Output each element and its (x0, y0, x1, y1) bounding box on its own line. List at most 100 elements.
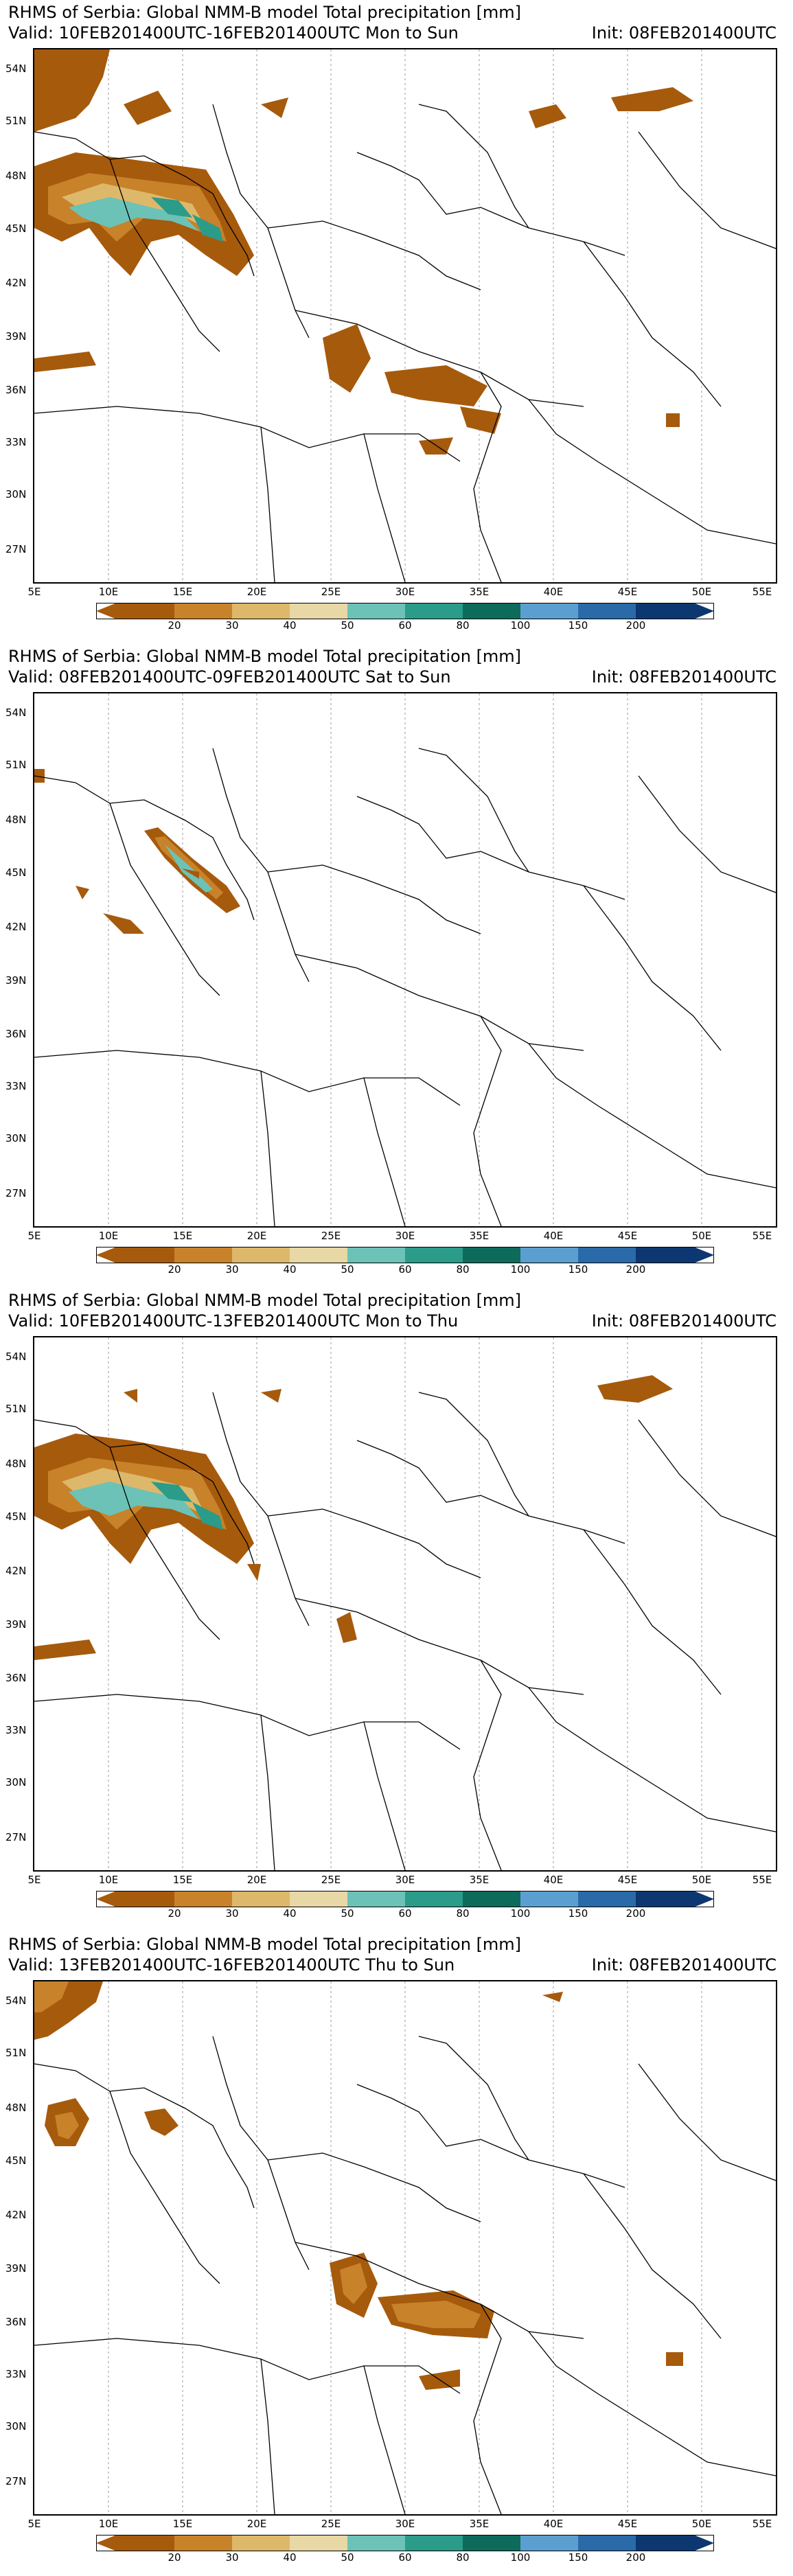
lon-label: 10E (98, 2518, 119, 2530)
lon-label: 15E (172, 1230, 193, 1242)
precip-map (33, 1980, 777, 2516)
lat-label: 45N (5, 222, 27, 235)
grid-lines (108, 1981, 702, 2514)
lat-label: 51N (5, 115, 27, 127)
valid-period: Valid: 10FEB201400UTC-13FEB201400UTC Mon… (8, 1311, 459, 1331)
precip-fields (34, 49, 693, 455)
lon-label: 25E (321, 1230, 341, 1242)
colorbar: 20 30 40 50 60 80 100 150 200 (96, 603, 714, 632)
lat-label: 33N (5, 1724, 27, 1736)
colorbar-label: 80 (456, 1263, 470, 1276)
lat-label: 33N (5, 2368, 27, 2380)
lon-label: 20E (246, 1874, 267, 1886)
colorbar-label: 50 (341, 1263, 354, 1276)
precip-map (33, 692, 777, 1228)
lon-label: 50E (691, 1230, 712, 1242)
map-canvas (34, 693, 776, 1226)
panel-title: RHMS of Serbia: Global NMM-B model Total… (8, 1291, 522, 1310)
colorbar: 20 30 40 50 60 80 100 150 200 (96, 1891, 714, 1920)
colorbar-label: 30 (225, 619, 239, 632)
lat-label: 39N (5, 2262, 27, 2275)
colorbar-label: 80 (456, 619, 470, 632)
lat-label: 42N (5, 2209, 27, 2221)
lon-label: 35E (469, 586, 490, 598)
lat-label: 27N (5, 1831, 27, 1843)
country-borders (34, 1392, 776, 1870)
lat-label: 39N (5, 974, 27, 987)
panel-title: RHMS of Serbia: Global NMM-B model Total… (8, 1935, 522, 1954)
lat-label: 48N (5, 814, 27, 826)
lon-label: 15E (172, 1874, 193, 1886)
lon-label: 50E (691, 2518, 712, 2530)
init-time: Init: 08FEB201400UTC (591, 667, 777, 687)
lon-label: 30E (395, 1230, 415, 1242)
colorbar-label: 200 (625, 2551, 646, 2564)
lat-label: 48N (5, 2102, 27, 2114)
lon-label: 20E (246, 2518, 267, 2530)
lon-label: 40E (543, 586, 564, 598)
valid-period: Valid: 10FEB201400UTC-16FEB201400UTC Mon… (8, 23, 459, 43)
colorbar-label: 30 (225, 1263, 239, 1276)
colorbar-scale (96, 2535, 714, 2551)
colorbar-label: 40 (283, 619, 297, 632)
precip-panel-2: RHMS of Serbia: Global NMM-B model Total… (0, 644, 793, 1288)
map-canvas (34, 1337, 776, 1870)
colorbar-label: 200 (625, 1907, 646, 1920)
map-canvas (34, 49, 776, 582)
lat-label: 30N (5, 1776, 27, 1789)
colorbar-label: 40 (283, 1907, 297, 1920)
colorbar-label: 100 (510, 2551, 531, 2564)
lat-label: 54N (5, 1994, 27, 2007)
colorbar-label: 150 (568, 1263, 588, 1276)
lat-label: 36N (5, 384, 27, 396)
lon-label: 35E (469, 1230, 490, 1242)
grid-lines (108, 1337, 702, 1870)
lat-label: 27N (5, 2475, 27, 2487)
grid-lines (108, 49, 702, 582)
lon-label: 40E (543, 2518, 564, 2530)
colorbar-label: 150 (568, 1907, 588, 1920)
colorbar-scale (96, 1247, 714, 1263)
colorbar-label: 100 (510, 1907, 531, 1920)
init-time: Init: 08FEB201400UTC (591, 1955, 777, 1975)
lon-label: 55E (752, 1874, 772, 1886)
colorbar-label: 50 (341, 1907, 354, 1920)
lon-label: 10E (98, 586, 119, 598)
valid-period: Valid: 13FEB201400UTC-16FEB201400UTC Thu… (8, 1955, 455, 1975)
lat-label: 30N (5, 488, 27, 501)
lon-label: 45E (617, 2518, 638, 2530)
lat-label: 51N (5, 2047, 27, 2059)
panel-title: RHMS of Serbia: Global NMM-B model Total… (8, 3, 522, 22)
lon-label: 50E (691, 1874, 712, 1886)
lon-label: 30E (395, 2518, 415, 2530)
colorbar-label: 150 (568, 2551, 588, 2564)
lat-label: 54N (5, 62, 27, 75)
precip-fields (34, 769, 240, 934)
lon-label: 50E (691, 586, 712, 598)
colorbar-label: 30 (225, 1907, 239, 1920)
lon-label: 40E (543, 1230, 564, 1242)
lat-label: 36N (5, 1028, 27, 1040)
colorbar-label: 60 (398, 1907, 412, 1920)
colorbar-label: 20 (168, 619, 181, 632)
lon-label: 45E (617, 1230, 638, 1242)
lat-label: 33N (5, 436, 27, 448)
precip-map (33, 48, 777, 584)
lon-label: 35E (469, 1874, 490, 1886)
precip-panel-1: RHMS of Serbia: Global NMM-B model Total… (0, 0, 793, 644)
lon-label: 30E (395, 586, 415, 598)
lat-label: 36N (5, 1672, 27, 1684)
precip-fields (34, 1981, 683, 2390)
colorbar-label: 50 (341, 619, 354, 632)
lon-label: 55E (752, 1230, 772, 1242)
lon-label: 20E (246, 586, 267, 598)
colorbar: 20 30 40 50 60 80 100 150 200 (96, 1247, 714, 1276)
colorbar-label: 200 (625, 1263, 646, 1276)
colorbar-label: 30 (225, 2551, 239, 2564)
lat-label: 27N (5, 543, 27, 555)
lon-label: 5E (27, 1874, 41, 1886)
lat-label: 30N (5, 1132, 27, 1145)
precip-map (33, 1336, 777, 1872)
lon-label: 20E (246, 1230, 267, 1242)
lat-label: 39N (5, 1618, 27, 1631)
